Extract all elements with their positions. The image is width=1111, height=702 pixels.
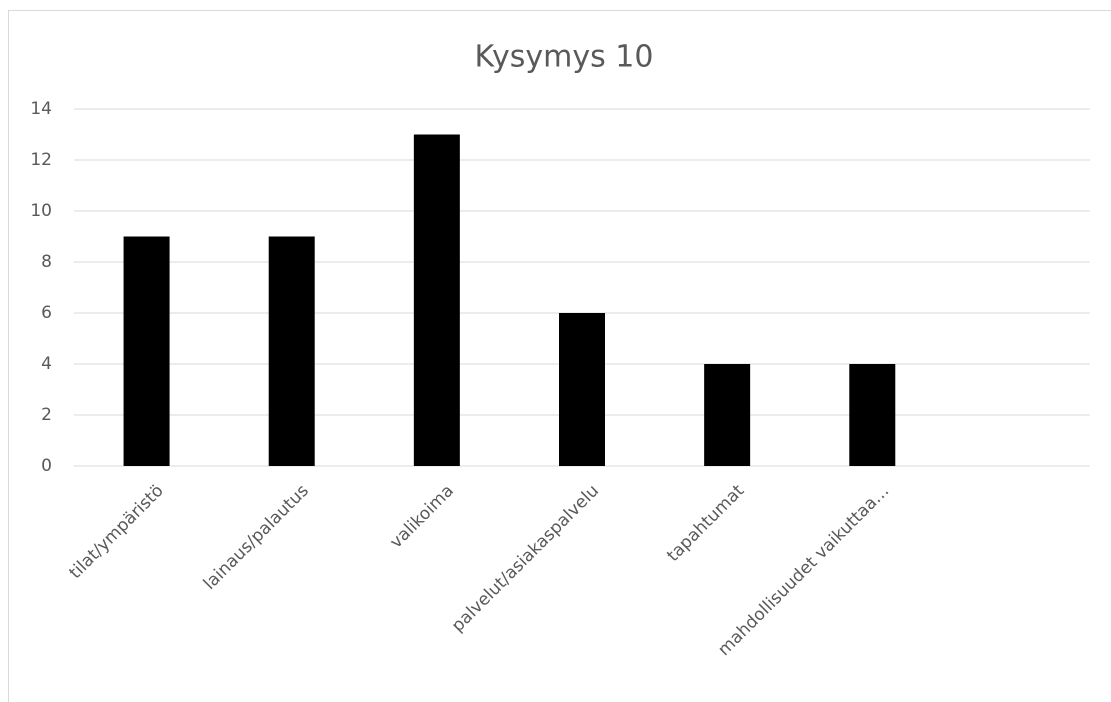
x-tick-label: tapahtumat xyxy=(663,481,748,566)
y-tick-label: 12 xyxy=(30,150,52,170)
x-tick-label: palvelut/asiakaspalvelu xyxy=(448,481,603,636)
y-tick-label: 8 xyxy=(41,252,52,272)
x-tick-label: mahdollisuudet vaikuttaa… xyxy=(714,481,893,660)
y-tick-label: 14 xyxy=(30,99,52,119)
bar xyxy=(413,134,460,466)
bar xyxy=(268,236,315,466)
bar xyxy=(704,364,751,466)
bar xyxy=(123,236,170,466)
chart-frame xyxy=(8,10,1111,702)
y-tick-label: 2 xyxy=(41,405,52,425)
chart-title: Kysymys 10 xyxy=(475,40,654,75)
x-tick-label: lainaus/palautus xyxy=(200,481,313,594)
y-tick-label: 4 xyxy=(41,354,52,374)
bar xyxy=(849,364,896,466)
y-tick-label: 10 xyxy=(30,201,52,221)
x-tick-label: valikoima xyxy=(386,481,458,553)
x-tick-label: tilat/ympäristö xyxy=(66,481,168,583)
bar xyxy=(559,313,605,466)
y-tick-label: 6 xyxy=(41,303,52,323)
y-tick-label: 0 xyxy=(41,456,52,476)
